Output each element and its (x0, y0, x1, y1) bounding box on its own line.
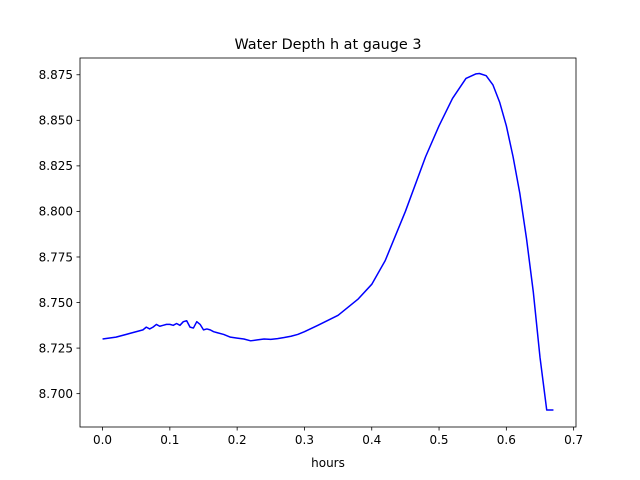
x-tick-label: 0.3 (295, 433, 314, 447)
x-tick-label: 0.0 (93, 433, 112, 447)
series-line-0 (102, 72, 554, 411)
x-tick-label: 0.6 (497, 433, 516, 447)
x-tick-label: 0.7 (564, 433, 583, 447)
y-tick-label: 8.750 (39, 296, 73, 310)
y-tick-label: 8.775 (39, 250, 73, 264)
y-tick-label: 8.700 (39, 387, 73, 401)
x-tick-label: 0.4 (362, 433, 381, 447)
y-tick-label: 8.725 (39, 341, 73, 355)
y-tick-label: 8.800 (39, 205, 73, 219)
x-axis-label: hours (311, 456, 345, 470)
y-tick-label: 8.875 (39, 68, 73, 82)
x-tick-label: 0.1 (160, 433, 179, 447)
y-tick-label: 8.825 (39, 159, 73, 173)
x-tick-label: 0.2 (228, 433, 247, 447)
y-tick-label: 8.850 (39, 114, 73, 128)
plot-frame (79, 57, 577, 428)
x-tick-label: 0.5 (429, 433, 448, 447)
chart-title: Water Depth h at gauge 3 (234, 37, 421, 53)
plot-area: 0.0 0.1 0.2 0.3 0.4 0.5 0.6 0.7 8.700 8.725 8.750 8… (39, 57, 583, 447)
